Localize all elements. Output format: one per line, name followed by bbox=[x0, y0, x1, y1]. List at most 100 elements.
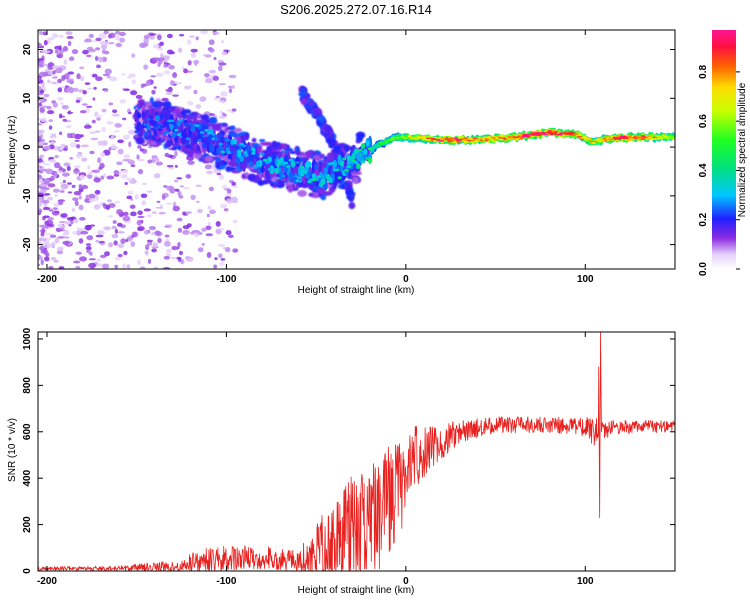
noise-blob bbox=[38, 136, 42, 141]
noise-blob bbox=[151, 89, 156, 95]
ridge-cell bbox=[356, 149, 361, 152]
ridge-cell bbox=[220, 150, 226, 154]
ridge-cell bbox=[582, 136, 587, 138]
noise-blob bbox=[130, 211, 137, 217]
noise-blob bbox=[153, 86, 157, 89]
spectral-blob bbox=[287, 184, 294, 193]
noise-blob bbox=[112, 220, 117, 224]
noise-blob bbox=[232, 219, 238, 224]
ridge-cell bbox=[304, 175, 310, 179]
noise-blob bbox=[84, 82, 91, 85]
ridge-cell bbox=[265, 161, 270, 165]
noise-blob bbox=[154, 230, 161, 236]
ridge-cell bbox=[295, 161, 300, 164]
noise-blob bbox=[163, 266, 171, 269]
noise-blob bbox=[189, 35, 195, 38]
ridge-cell bbox=[307, 180, 312, 184]
noise-blob bbox=[87, 87, 93, 90]
noise-blob bbox=[38, 156, 41, 159]
noise-blob bbox=[145, 80, 151, 86]
noise-blob bbox=[185, 211, 192, 214]
noise-blob bbox=[197, 247, 204, 253]
noise-blob bbox=[125, 239, 129, 242]
noise-blob bbox=[98, 33, 107, 39]
noise-blob bbox=[223, 208, 229, 212]
noise-blob bbox=[106, 75, 112, 79]
ridge-cell bbox=[545, 131, 550, 133]
noise-blob bbox=[94, 189, 101, 195]
ridge-cell bbox=[311, 173, 317, 180]
noise-blob bbox=[49, 159, 56, 163]
noise-blob bbox=[137, 158, 145, 162]
y-tick-label: -10 bbox=[22, 188, 33, 203]
ridge-cell bbox=[449, 140, 454, 142]
noise-blob bbox=[128, 129, 137, 135]
noise-blob bbox=[215, 221, 221, 227]
noise-blob bbox=[56, 53, 64, 59]
noise-blob bbox=[88, 258, 97, 261]
noise-blob bbox=[206, 252, 212, 258]
ridge-cell bbox=[209, 135, 214, 139]
noise-blob bbox=[46, 196, 54, 201]
noise-blob bbox=[116, 161, 123, 166]
ridge-cell bbox=[671, 137, 675, 139]
noise-blob bbox=[122, 263, 127, 269]
ridge-cell bbox=[202, 135, 207, 138]
y-tick-label: 200 bbox=[22, 516, 33, 533]
ridge-cell bbox=[321, 178, 326, 185]
ridge-cell bbox=[491, 137, 496, 139]
noise-blob bbox=[47, 110, 55, 115]
noise-blob bbox=[218, 65, 223, 72]
ridge-cell bbox=[645, 137, 650, 139]
noise-blob bbox=[61, 75, 66, 81]
ridge-cell bbox=[484, 139, 489, 141]
spectral-blob bbox=[240, 134, 248, 141]
noise-blob bbox=[219, 110, 223, 115]
ridge-cell bbox=[232, 144, 237, 148]
noise-blob bbox=[75, 251, 82, 255]
ridge-cell bbox=[391, 136, 396, 139]
noise-blob bbox=[80, 75, 85, 82]
noise-blob bbox=[114, 200, 121, 204]
ridge-cell bbox=[216, 148, 221, 151]
noise-blob bbox=[38, 77, 41, 82]
noise-blob bbox=[59, 131, 63, 136]
noise-blob bbox=[190, 194, 196, 200]
noise-blob bbox=[52, 188, 60, 193]
noise-blob bbox=[208, 69, 217, 74]
ridge-cell bbox=[591, 142, 597, 144]
ridge-cell bbox=[178, 118, 184, 122]
spectral-blob bbox=[298, 190, 307, 197]
colorbar-gradient bbox=[712, 30, 736, 269]
noise-blob bbox=[147, 213, 152, 218]
noise-blob bbox=[38, 179, 44, 184]
noise-blob bbox=[104, 68, 113, 75]
noise-blob bbox=[201, 227, 207, 232]
noise-blob bbox=[84, 224, 92, 231]
noise-blob bbox=[218, 83, 227, 86]
spectral-blob bbox=[151, 136, 157, 141]
noise-blob bbox=[43, 242, 51, 249]
noise-blob bbox=[93, 177, 101, 183]
spectral-blob bbox=[171, 146, 178, 151]
ridge-cell bbox=[251, 152, 256, 155]
branch-blob bbox=[312, 107, 317, 115]
noise-blob bbox=[87, 249, 92, 255]
x-tick-label: -200 bbox=[37, 274, 57, 285]
colorbar: 0.0 0.2 0.4 0.6 0.8 Normalized spectral ampl… bbox=[698, 30, 748, 276]
noise-blob bbox=[95, 234, 104, 238]
noise-blob bbox=[88, 193, 96, 199]
ridge-cell bbox=[384, 142, 389, 144]
spectral-blob bbox=[204, 155, 214, 163]
colorbar-tick-label: 0.4 bbox=[698, 163, 709, 177]
ridge-cell bbox=[339, 162, 345, 166]
noise-blob bbox=[200, 30, 209, 35]
noise-blob bbox=[42, 105, 48, 109]
noise-blob bbox=[120, 238, 126, 245]
ridge-cell bbox=[528, 133, 534, 135]
noise-blob bbox=[66, 80, 74, 83]
ridge-cell bbox=[164, 130, 170, 134]
noise-blob bbox=[143, 34, 150, 39]
ridge-cell bbox=[349, 157, 354, 160]
noise-blob bbox=[156, 200, 161, 203]
